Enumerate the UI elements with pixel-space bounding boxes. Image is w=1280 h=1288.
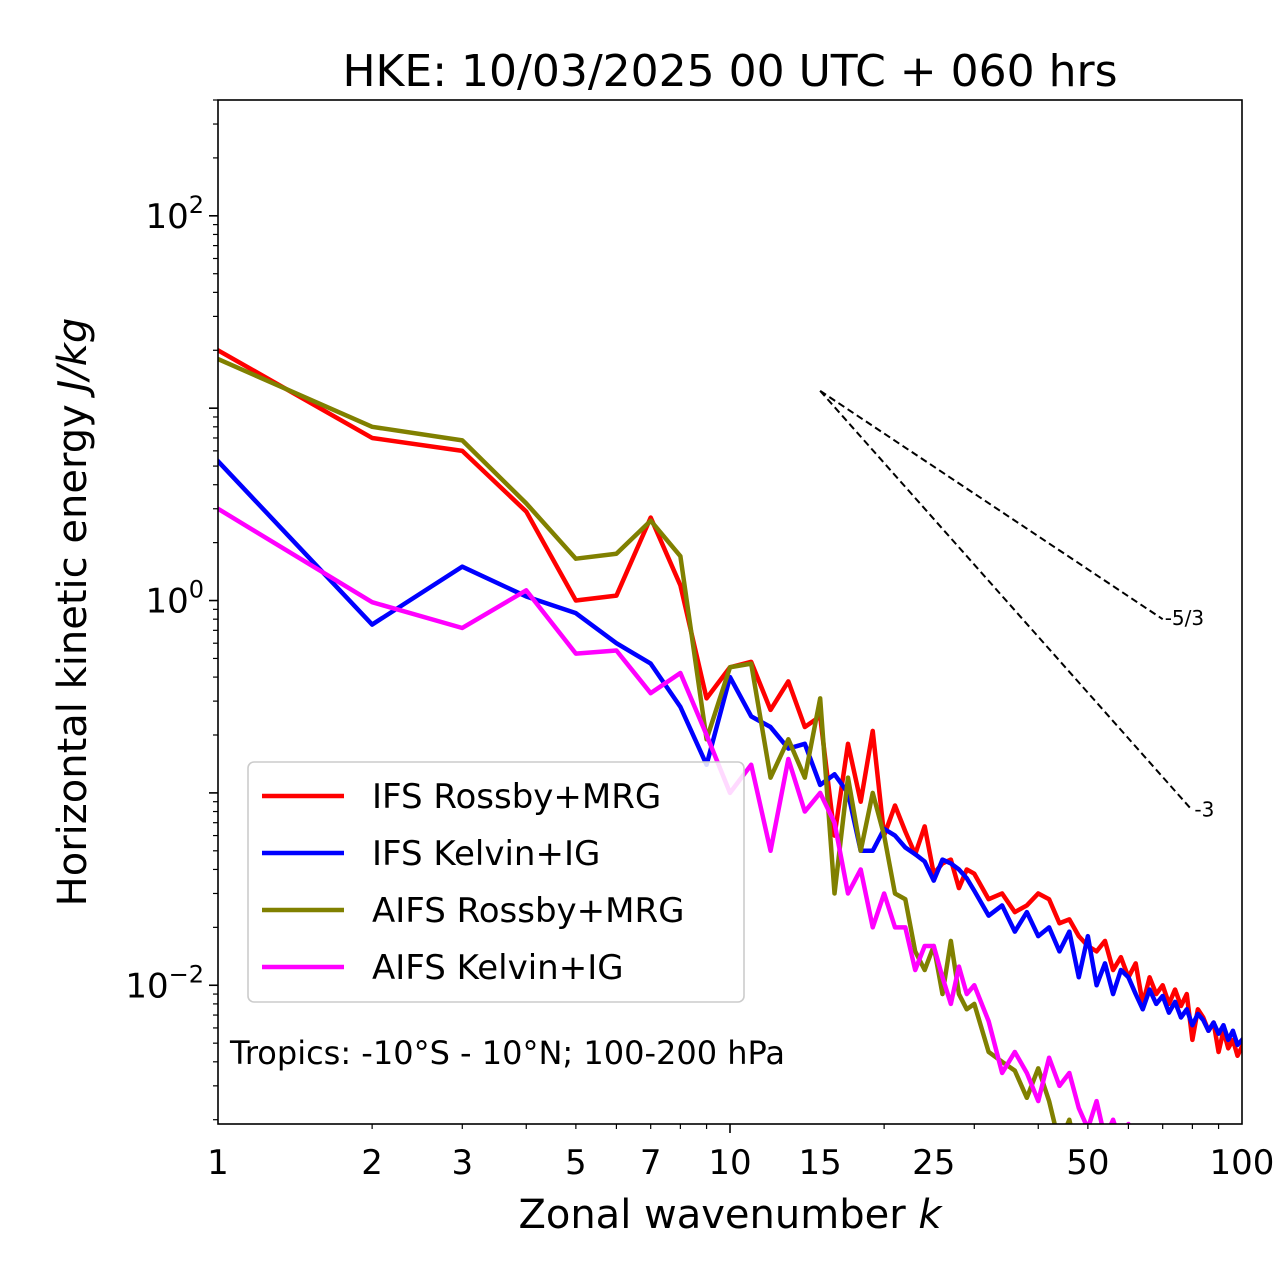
chart-title: HKE: 10/03/2025 00 UTC + 060 hrs	[342, 46, 1117, 97]
series-line	[218, 458, 1242, 1048]
legend-label: IFS Rossby+MRG	[372, 777, 661, 817]
legend-box	[247, 761, 745, 1003]
series-line	[218, 356, 1073, 1124]
series-layer	[218, 347, 1242, 1124]
reference-slope-label: -5/3	[1165, 606, 1204, 630]
legend-entries: IFS Rossby+MRG IFS Kelvin+IG AIFS Rossby+M…	[262, 777, 684, 988]
x-tick-label: 1	[207, 1143, 229, 1183]
legend-label: IFS Kelvin+IG	[372, 834, 600, 874]
y-tick-label-exponent: −2	[169, 960, 204, 988]
x-axis-label-symbol: k	[918, 1192, 943, 1238]
reference-slope-label: -3	[1194, 798, 1214, 822]
reference-slope-line	[819, 390, 1164, 621]
y-tick-label: 10−2	[125, 960, 204, 1006]
legend-label: AIFS Kelvin+IG	[372, 948, 624, 988]
y-tick-label: 102	[145, 191, 204, 237]
x-tick-label: 25	[912, 1143, 955, 1183]
x-tick-label: 100	[1210, 1143, 1275, 1183]
y-axis-label-text: Horizontal kinetic energy	[50, 404, 96, 906]
reference-slope-layer	[819, 390, 1194, 812]
x-tick-label: 3	[451, 1143, 473, 1183]
y-tick-label-exponent: 2	[189, 191, 204, 219]
y-tick-label: 100	[145, 576, 204, 622]
x-axis-label: Zonal wavenumber k	[518, 1192, 943, 1238]
x-tick-label: 5	[565, 1143, 587, 1183]
y-tick-label-base: 10	[145, 197, 188, 237]
series-line	[218, 506, 1131, 1124]
y-tick-label-base: 10	[125, 966, 168, 1006]
x-tick-label: 2	[361, 1143, 383, 1183]
x-tick-label: 10	[708, 1143, 751, 1183]
x-tick-label: 15	[799, 1143, 842, 1183]
x-tick-label: 50	[1066, 1143, 1109, 1183]
legend-label: AIFS Rossby+MRG	[372, 891, 684, 931]
y-axis-label-unit: J/kg	[50, 318, 96, 399]
legend: IFS Rossby+MRG IFS Kelvin+IG AIFS Rossby+M…	[247, 761, 745, 1003]
y-tick-label-exponent: 0	[189, 576, 204, 604]
region-annotation: Tropics: -10°S - 10°N; 100-200 hPa	[229, 1034, 785, 1072]
y-axis-label: Horizontal kinetic energy J/kg	[50, 318, 96, 907]
reference-slope-line	[819, 390, 1194, 812]
x-tick-label: 7	[640, 1143, 662, 1183]
x-axis-label-text: Zonal wavenumber	[518, 1192, 906, 1238]
y-tick-label-base: 10	[145, 582, 188, 622]
x-axis-ticks: 1 2 3 5 7 10 15 25 50 100	[207, 1124, 1274, 1183]
